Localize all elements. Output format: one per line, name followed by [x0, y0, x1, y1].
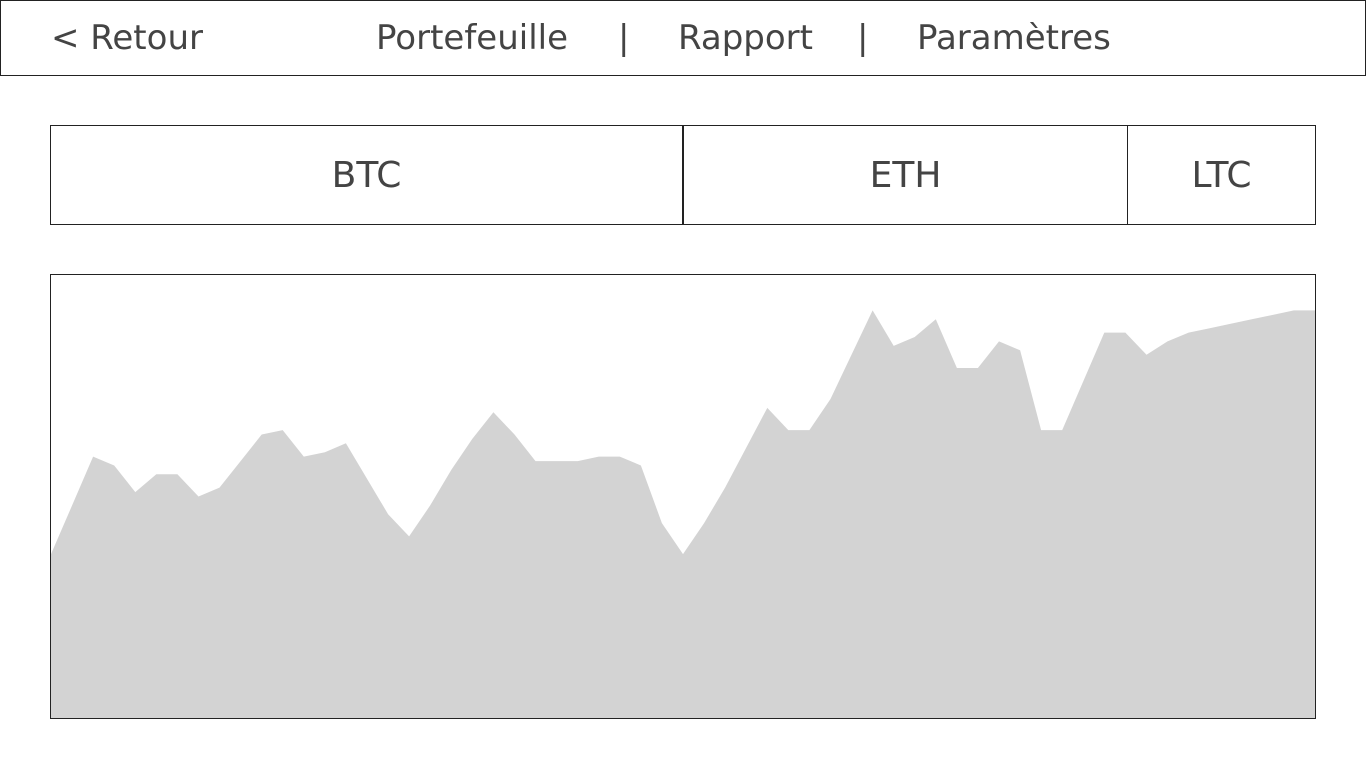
currency-tabs: BTC ETH LTC — [50, 125, 1316, 225]
tab-eth[interactable]: ETH — [683, 126, 1127, 224]
tab-btc[interactable]: BTC — [51, 126, 683, 224]
price-chart-svg — [51, 310, 1315, 718]
price-chart — [50, 274, 1316, 719]
nav-separator: | — [857, 18, 869, 58]
top-navigation-bar: < Retour Portefeuille | Rapport | Paramè… — [0, 0, 1366, 76]
nav-item-portefeuille[interactable]: Portefeuille — [376, 18, 569, 58]
nav-item-rapport[interactable]: Rapport — [678, 18, 813, 58]
back-link[interactable]: < Retour — [51, 18, 203, 58]
price-area-series — [51, 310, 1315, 718]
nav-item-parametres[interactable]: Paramètres — [917, 18, 1111, 58]
tab-ltc[interactable]: LTC — [1127, 126, 1315, 224]
nav-separator: | — [618, 18, 630, 58]
